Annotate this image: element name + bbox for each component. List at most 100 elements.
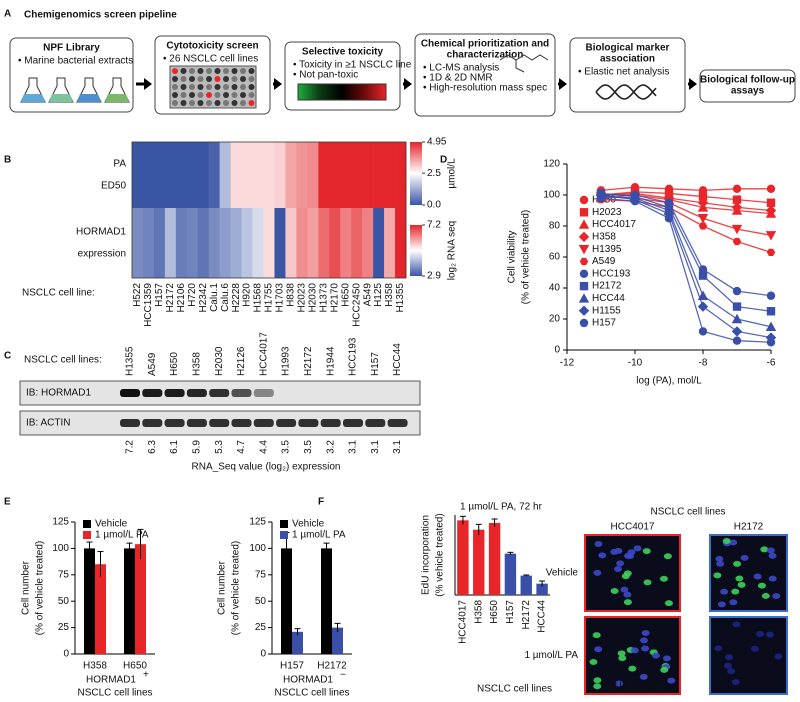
heatmap-cell xyxy=(219,208,231,278)
pipeline-box xyxy=(699,69,796,103)
nucleus xyxy=(617,650,626,657)
blot-band xyxy=(298,419,319,427)
heatmap-cell xyxy=(384,208,396,278)
y-axis-label: (% of vehicle treated) xyxy=(35,541,46,636)
marker xyxy=(766,291,776,300)
well xyxy=(214,84,221,90)
nucleus xyxy=(757,582,766,589)
y-tick-label: 25 xyxy=(255,622,267,633)
category-label: H2228 xyxy=(231,283,242,313)
y-tick-label: 0 xyxy=(63,649,69,660)
heatmap-cell xyxy=(175,208,188,278)
nucleus xyxy=(733,560,742,567)
category-label: HCC44 xyxy=(537,600,548,633)
legend-label: H1395 xyxy=(592,244,622,255)
marker xyxy=(732,237,742,246)
legend-swatch xyxy=(280,520,288,528)
heatmap-cell xyxy=(351,208,363,278)
group-label: HORMAD1 xyxy=(86,675,136,686)
category-label: H358 xyxy=(83,661,107,672)
legend-label: Vehicle xyxy=(292,519,325,530)
series-line xyxy=(600,194,772,339)
molecule xyxy=(515,60,525,73)
well xyxy=(223,68,229,74)
heatmap-cell xyxy=(186,208,199,278)
panel-label: E xyxy=(4,497,11,508)
well xyxy=(206,76,212,82)
nucleus xyxy=(715,555,724,562)
nucleus xyxy=(753,573,762,580)
y-tick-label: 120 xyxy=(543,159,560,170)
category-label: HCC4017 xyxy=(458,600,469,644)
bar xyxy=(124,548,135,654)
rna-value: 3.1 xyxy=(370,440,381,454)
well xyxy=(206,100,212,106)
step-title: Biological follow-up xyxy=(700,75,795,86)
marker xyxy=(732,184,742,193)
heatmap-cell xyxy=(307,208,319,278)
heatmap-cell xyxy=(219,142,231,208)
y-tick-label: 0 xyxy=(260,649,266,660)
heatmap-cell xyxy=(132,208,144,278)
series-line xyxy=(600,191,772,204)
legend-swatch xyxy=(83,520,91,528)
well xyxy=(172,68,178,74)
well xyxy=(197,100,204,106)
step-item: • LC-MS analysis xyxy=(423,63,499,74)
heatmap-cell xyxy=(395,208,407,278)
category-label: H1373 xyxy=(318,283,329,313)
well xyxy=(214,68,221,74)
nucleus xyxy=(735,575,744,582)
nucleus xyxy=(768,552,777,559)
y-tick-label: 80 xyxy=(549,221,561,232)
heatmap-cell xyxy=(318,208,330,278)
well xyxy=(180,92,187,98)
arrow-head xyxy=(404,78,412,90)
x-axis-label: NSCLC cell lines xyxy=(477,684,552,695)
heatmap-cell xyxy=(373,208,385,278)
marker xyxy=(765,231,777,241)
well xyxy=(172,92,178,98)
step-title: association xyxy=(600,54,655,65)
well xyxy=(206,68,212,74)
nucleus xyxy=(662,655,671,662)
legend-label: HCC4017 xyxy=(592,219,636,230)
well xyxy=(231,68,238,74)
lane-label: H1355 xyxy=(125,346,136,376)
category-label: H2030 xyxy=(307,283,318,313)
well xyxy=(189,76,195,82)
row-label: expression xyxy=(78,249,126,260)
subtitle: 1 µmol/L PA, 72 hr xyxy=(460,502,543,513)
nucleus xyxy=(639,673,648,680)
nucleus xyxy=(768,575,777,582)
series-line xyxy=(600,192,772,212)
marker xyxy=(732,302,742,311)
marker xyxy=(697,197,709,208)
rna-value: 3.2 xyxy=(325,440,336,454)
blot-footer: RNA_Seq value (log₂) expression xyxy=(192,462,341,473)
heatmap-cell xyxy=(142,142,155,208)
step-title: Cytotoxicity screen xyxy=(166,41,258,52)
lane-label: H1944 xyxy=(325,346,336,376)
category-label: H2172 xyxy=(521,600,532,630)
well xyxy=(180,84,187,90)
row-label: HORMAD1 xyxy=(76,227,126,238)
group-sign: + xyxy=(143,670,149,681)
bar xyxy=(292,631,303,654)
category-label: H650 xyxy=(123,661,147,672)
heatmap-cell xyxy=(274,208,286,278)
category-label: H358 xyxy=(473,600,484,624)
flask-liquid xyxy=(21,94,45,102)
lane-label: A549 xyxy=(147,352,158,376)
heatmap-cell xyxy=(340,142,352,208)
well xyxy=(248,100,255,106)
nucleus xyxy=(610,588,619,595)
lane-label: H2030 xyxy=(214,346,225,376)
marker xyxy=(698,222,708,230)
bar xyxy=(95,564,106,654)
y-axis-label: (% of vehicle treated) xyxy=(521,210,532,305)
nucleus xyxy=(618,655,627,662)
nucleus xyxy=(727,668,736,675)
y-tick-label: 0 xyxy=(554,345,560,356)
bar xyxy=(332,627,343,654)
